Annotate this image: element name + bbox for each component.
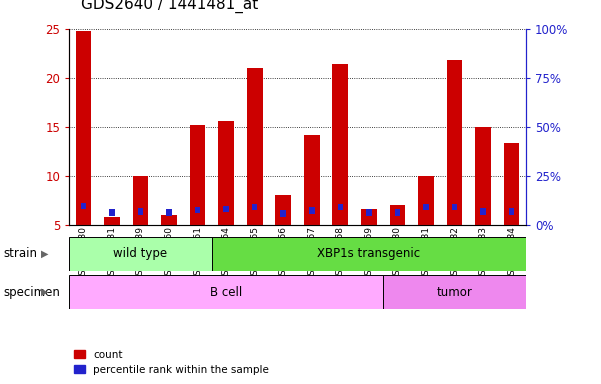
Bar: [69, 275, 383, 309]
Bar: [252, 204, 257, 210]
Bar: [480, 208, 486, 215]
Text: wild type: wild type: [114, 247, 168, 260]
Bar: [423, 204, 429, 210]
Bar: [212, 237, 526, 271]
Bar: [309, 207, 314, 214]
Bar: [383, 275, 526, 309]
Text: strain: strain: [3, 247, 37, 260]
Bar: [109, 209, 115, 216]
Bar: [190, 125, 206, 225]
Bar: [361, 209, 377, 225]
Text: B cell: B cell: [210, 286, 242, 299]
Bar: [195, 207, 200, 214]
Bar: [452, 204, 457, 210]
Bar: [338, 204, 343, 210]
Bar: [281, 210, 286, 217]
Bar: [69, 237, 212, 271]
Text: XBP1s transgenic: XBP1s transgenic: [317, 247, 421, 260]
Bar: [418, 176, 434, 225]
Bar: [166, 209, 172, 216]
Bar: [76, 31, 91, 225]
Text: tumor: tumor: [436, 286, 472, 299]
Bar: [332, 64, 348, 225]
Bar: [509, 209, 514, 215]
Bar: [395, 209, 400, 216]
Text: specimen: specimen: [3, 286, 60, 299]
Bar: [104, 217, 120, 225]
Bar: [447, 60, 462, 225]
Bar: [304, 134, 320, 225]
Bar: [218, 121, 234, 225]
Bar: [138, 209, 143, 215]
Bar: [247, 68, 263, 225]
Text: ▶: ▶: [41, 287, 48, 297]
Bar: [366, 209, 371, 216]
Bar: [133, 176, 148, 225]
Bar: [224, 205, 229, 212]
Bar: [275, 195, 291, 225]
Text: ▶: ▶: [41, 249, 48, 259]
Text: GDS2640 / 1441481_at: GDS2640 / 1441481_at: [81, 0, 258, 13]
Bar: [161, 215, 177, 225]
Bar: [504, 143, 519, 225]
Legend: count, percentile rank within the sample: count, percentile rank within the sample: [75, 350, 269, 375]
Bar: [475, 127, 491, 225]
Bar: [81, 203, 86, 209]
Bar: [389, 205, 405, 225]
